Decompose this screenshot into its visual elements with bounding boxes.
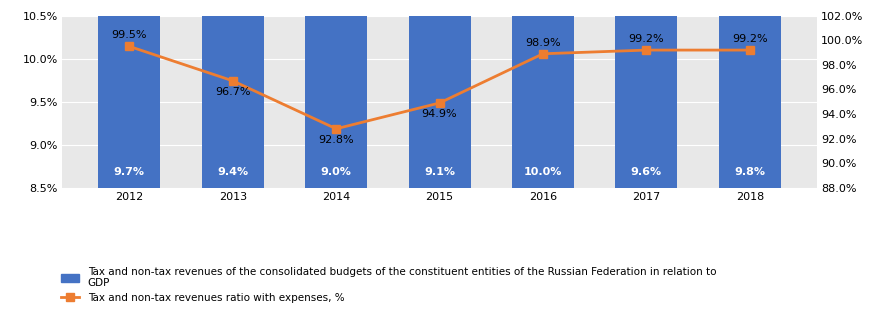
Text: 92.8%: 92.8% bbox=[319, 135, 354, 145]
Text: 96.7%: 96.7% bbox=[215, 87, 250, 97]
Text: 99.5%: 99.5% bbox=[112, 30, 147, 40]
Tax and non-tax revenues ratio with expenses, % bbox=[641, 48, 652, 52]
Text: 98.9%: 98.9% bbox=[525, 38, 560, 48]
Text: 9.6%: 9.6% bbox=[630, 167, 662, 177]
Text: 9.8%: 9.8% bbox=[734, 167, 765, 177]
Bar bbox=[99, 0, 161, 188]
Bar bbox=[615, 0, 678, 188]
Text: 94.9%: 94.9% bbox=[422, 109, 457, 119]
Tax and non-tax revenues ratio with expenses, % bbox=[227, 79, 238, 83]
Tax and non-tax revenues ratio with expenses, % bbox=[331, 127, 342, 131]
Legend: Tax and non-tax revenues of the consolidated budgets of the constituent entities: Tax and non-tax revenues of the consolid… bbox=[59, 265, 718, 305]
Tax and non-tax revenues ratio with expenses, % bbox=[537, 52, 548, 56]
Text: 9.7%: 9.7% bbox=[114, 167, 145, 177]
Tax and non-tax revenues ratio with expenses, % bbox=[124, 44, 135, 48]
Text: 9.4%: 9.4% bbox=[218, 167, 249, 177]
Bar bbox=[408, 0, 471, 188]
Tax and non-tax revenues ratio with expenses, % bbox=[744, 48, 755, 52]
Bar bbox=[718, 0, 781, 188]
Text: 9.0%: 9.0% bbox=[321, 167, 352, 177]
Text: 99.2%: 99.2% bbox=[732, 34, 767, 44]
Line: Tax and non-tax revenues ratio with expenses, %: Tax and non-tax revenues ratio with expe… bbox=[125, 42, 754, 133]
Text: 99.2%: 99.2% bbox=[629, 34, 664, 44]
Text: 10.0%: 10.0% bbox=[524, 167, 562, 177]
Bar bbox=[305, 0, 367, 188]
Text: 9.1%: 9.1% bbox=[424, 167, 455, 177]
Bar bbox=[512, 0, 574, 188]
Tax and non-tax revenues ratio with expenses, % bbox=[434, 101, 445, 105]
Bar bbox=[202, 0, 264, 188]
